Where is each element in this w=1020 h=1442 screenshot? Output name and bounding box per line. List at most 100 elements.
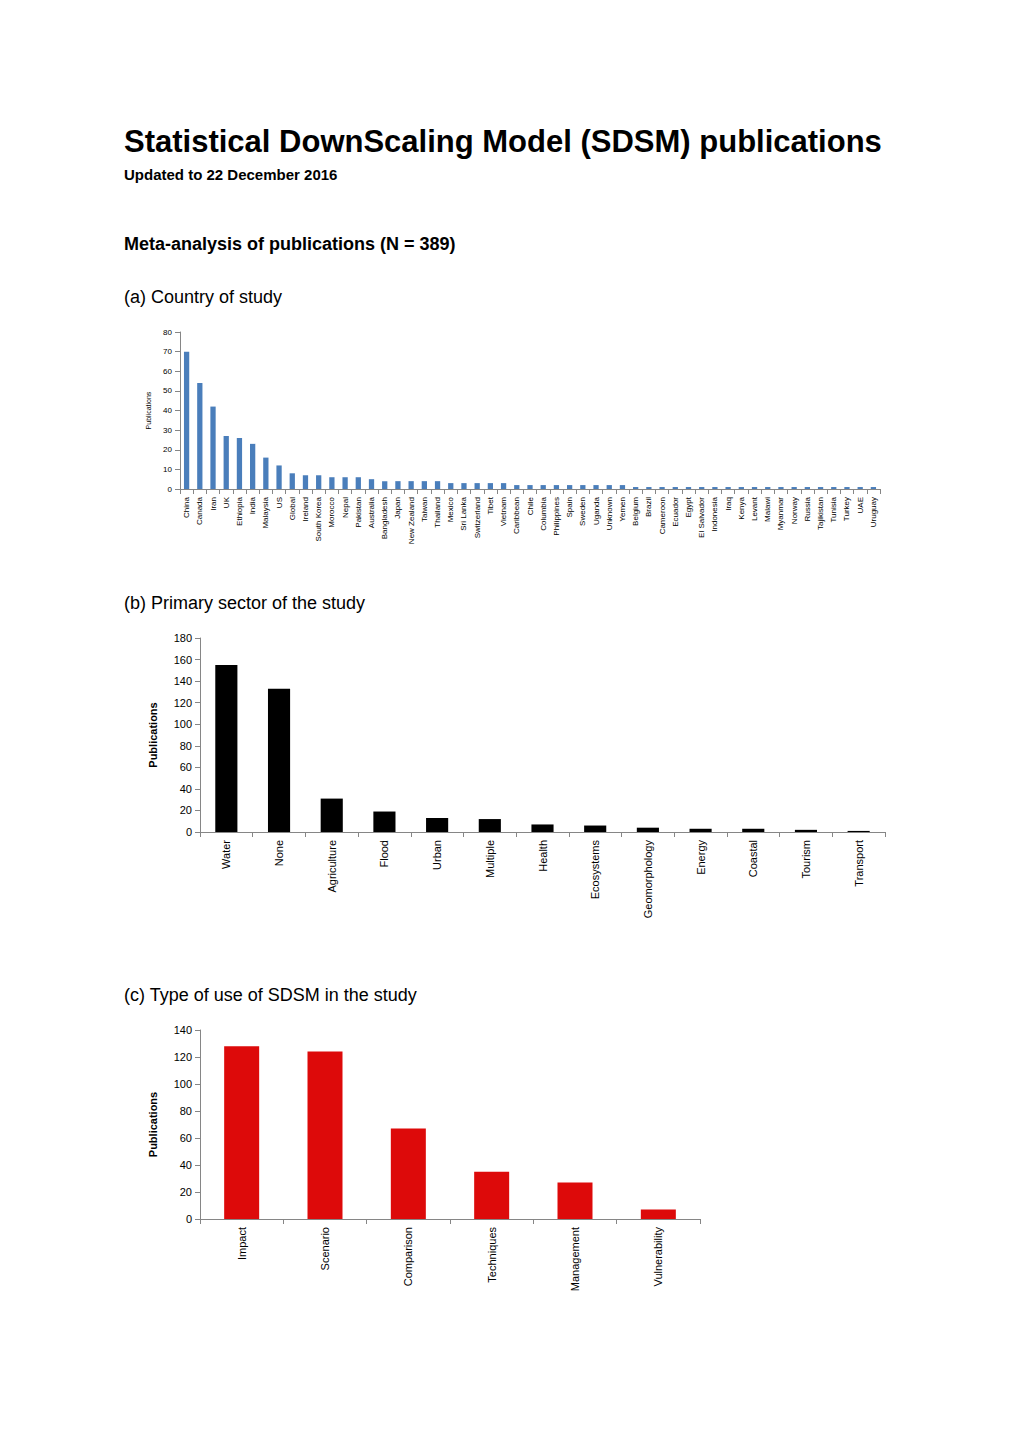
svg-text:0: 0 — [186, 1213, 192, 1225]
svg-text:Japan: Japan — [393, 497, 402, 519]
svg-text:New Zealand: New Zealand — [407, 497, 416, 544]
svg-text:60: 60 — [163, 367, 172, 376]
svg-text:Coastal: Coastal — [747, 840, 759, 877]
svg-text:Pakistan: Pakistan — [354, 497, 363, 528]
svg-text:Techniques: Techniques — [486, 1227, 498, 1283]
svg-text:Multiple: Multiple — [484, 840, 496, 878]
svg-text:UK: UK — [222, 496, 231, 508]
svg-text:India: India — [248, 496, 257, 514]
svg-text:Management: Management — [569, 1227, 581, 1291]
svg-text:Uganda: Uganda — [592, 496, 601, 525]
svg-text:Agriculture: Agriculture — [326, 840, 338, 893]
svg-text:80: 80 — [180, 1105, 192, 1117]
svg-text:Iran: Iran — [209, 497, 218, 511]
svg-text:Publications: Publications — [147, 702, 159, 767]
svg-text:160: 160 — [174, 654, 192, 666]
svg-text:Thailand: Thailand — [433, 497, 442, 528]
svg-text:Indonesia: Indonesia — [710, 496, 719, 531]
svg-text:Unknown: Unknown — [605, 497, 614, 530]
svg-text:80: 80 — [180, 740, 192, 752]
svg-text:20: 20 — [180, 804, 192, 816]
svg-text:Norway: Norway — [790, 497, 799, 524]
svg-text:10: 10 — [163, 465, 172, 474]
svg-text:Vulnerability: Vulnerability — [652, 1227, 664, 1287]
svg-text:60: 60 — [180, 761, 192, 773]
svg-text:30: 30 — [163, 426, 172, 435]
svg-text:Yemen: Yemen — [618, 497, 627, 522]
svg-text:Spain: Spain — [565, 497, 574, 517]
svg-text:Myanmar: Myanmar — [776, 497, 785, 531]
svg-text:Chile: Chile — [526, 496, 535, 515]
svg-text:40: 40 — [180, 783, 192, 795]
svg-text:Publications: Publications — [147, 1092, 159, 1157]
svg-text:Australia: Australia — [367, 496, 376, 528]
svg-text:Water: Water — [220, 840, 232, 869]
svg-text:60: 60 — [180, 1132, 192, 1144]
svg-text:120: 120 — [174, 697, 192, 709]
svg-text:Malawi: Malawi — [763, 497, 772, 522]
svg-text:Bangladesh: Bangladesh — [380, 497, 389, 539]
svg-text:Global: Global — [288, 497, 297, 520]
svg-text:140: 140 — [174, 1024, 192, 1036]
svg-text:Tibet: Tibet — [486, 496, 495, 514]
svg-text:180: 180 — [174, 632, 192, 644]
svg-text:Levant: Levant — [750, 496, 759, 521]
svg-text:40: 40 — [163, 406, 172, 415]
svg-text:UAE: UAE — [856, 497, 865, 513]
svg-text:100: 100 — [174, 718, 192, 730]
svg-text:Ecuador: Ecuador — [671, 497, 680, 527]
svg-text:Columbia: Columbia — [539, 496, 548, 530]
svg-text:Transport: Transport — [853, 840, 865, 887]
svg-text:Kenya: Kenya — [737, 496, 746, 519]
svg-text:Belgium: Belgium — [631, 497, 640, 526]
svg-text:Urban: Urban — [431, 840, 443, 870]
svg-text:80: 80 — [163, 328, 172, 337]
svg-text:Ethiopia: Ethiopia — [235, 496, 244, 525]
svg-text:Caribbean: Caribbean — [512, 497, 521, 534]
svg-text:El Salvador: El Salvador — [697, 497, 706, 538]
svg-text:Cameroon: Cameroon — [658, 497, 667, 534]
svg-text:Taiwan: Taiwan — [420, 497, 429, 522]
svg-text:Mexico: Mexico — [446, 496, 455, 522]
svg-text:Russia: Russia — [803, 496, 812, 521]
svg-text:Uruguay: Uruguay — [869, 497, 878, 527]
svg-text:Turkey: Turkey — [842, 497, 851, 521]
svg-text:Morocco: Morocco — [327, 496, 336, 527]
svg-text:Iraq: Iraq — [724, 497, 733, 511]
svg-text:50: 50 — [163, 386, 172, 395]
svg-text:Comparison: Comparison — [402, 1227, 414, 1286]
svg-text:Vietnam: Vietnam — [499, 497, 508, 527]
svg-text:Switzerland: Switzerland — [473, 497, 482, 538]
svg-text:Geomorphology: Geomorphology — [642, 840, 654, 919]
svg-text:Tunisia: Tunisia — [829, 496, 838, 522]
svg-text:140: 140 — [174, 675, 192, 687]
svg-text:Nepal: Nepal — [341, 497, 350, 518]
svg-text:70: 70 — [163, 347, 172, 356]
svg-text:Health: Health — [537, 840, 549, 872]
svg-text:Malaysia: Malaysia — [261, 496, 270, 528]
svg-text:Ireland: Ireland — [301, 497, 310, 521]
svg-text:40: 40 — [180, 1159, 192, 1171]
svg-text:120: 120 — [174, 1051, 192, 1063]
svg-text:Flood: Flood — [378, 840, 390, 868]
svg-text:20: 20 — [163, 445, 172, 454]
svg-text:0: 0 — [168, 485, 173, 494]
svg-text:0: 0 — [186, 826, 192, 838]
svg-text:South Korea: South Korea — [314, 496, 323, 541]
svg-text:Sri Lanka: Sri Lanka — [459, 496, 468, 530]
svg-text:Scenario: Scenario — [319, 1227, 331, 1270]
svg-text:Egypt: Egypt — [684, 496, 693, 517]
svg-text:Philippines: Philippines — [552, 497, 561, 536]
svg-text:Publications: Publications — [145, 391, 152, 429]
svg-text:100: 100 — [174, 1078, 192, 1090]
svg-text:China: China — [182, 496, 191, 517]
svg-text:Sweden: Sweden — [578, 497, 587, 526]
svg-text:20: 20 — [180, 1186, 192, 1198]
svg-text:Impact: Impact — [236, 1227, 248, 1260]
svg-text:Ecosystems: Ecosystems — [589, 840, 601, 900]
svg-text:Canada: Canada — [195, 496, 204, 525]
svg-text:Energy: Energy — [695, 840, 707, 875]
svg-text:None: None — [273, 840, 285, 866]
svg-text:Brazil: Brazil — [644, 497, 653, 517]
svg-text:US: US — [275, 497, 284, 508]
